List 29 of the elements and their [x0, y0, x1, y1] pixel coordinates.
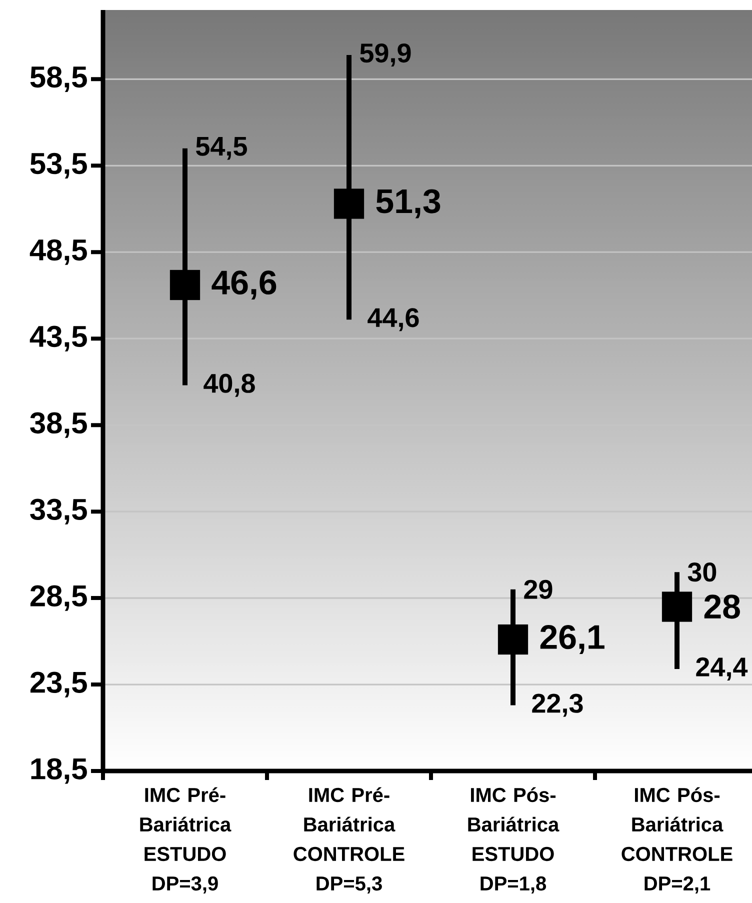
y-tick-label: 38,5 [30, 412, 87, 438]
x-tick-label: IMC Pré-Bariátrica CONTROLE DP=5,3 [294, 787, 404, 894]
data-label: 51,3 [376, 189, 440, 218]
y-tick-label: 28,5 [30, 585, 87, 611]
x-tick-label: IMC Pós-Bariátrica CONTROLE DP=2,1 [622, 787, 732, 894]
y-tick-label: 48,5 [30, 239, 87, 265]
y-tick-label: 33,5 [30, 498, 87, 524]
annotation: 40,8 [204, 374, 255, 397]
point [170, 270, 200, 300]
y-tick-label: 18,5 [31, 758, 87, 784]
annotation: 29 [524, 580, 552, 599]
point [498, 624, 528, 655]
annotation: 22,3 [532, 694, 583, 717]
point [662, 592, 692, 622]
annotation: 59,9 [360, 43, 411, 66]
x-tick-label: IMC Pré-Bariátrica ESTUDO DP=3,9 [140, 787, 232, 894]
annotation: 30 [688, 562, 716, 582]
annotation: 54,5 [196, 136, 247, 160]
y-tick-label: 23,5 [30, 672, 87, 698]
x-tick-label: IMC Pós-Bariátrica ESTUDO DP=1,8 [468, 787, 560, 894]
point [334, 188, 364, 219]
data-label: 26,1 [540, 625, 604, 654]
y-tick-label: 53,5 [30, 152, 87, 178]
annotation: 44,6 [368, 308, 419, 332]
y-tick-label: 58,5 [30, 66, 87, 92]
data-label: 28 [704, 594, 740, 619]
annotation: 24,4 [696, 657, 748, 680]
data-label: 46,6 [212, 270, 276, 300]
y-tick-label: 43,5 [30, 326, 87, 352]
